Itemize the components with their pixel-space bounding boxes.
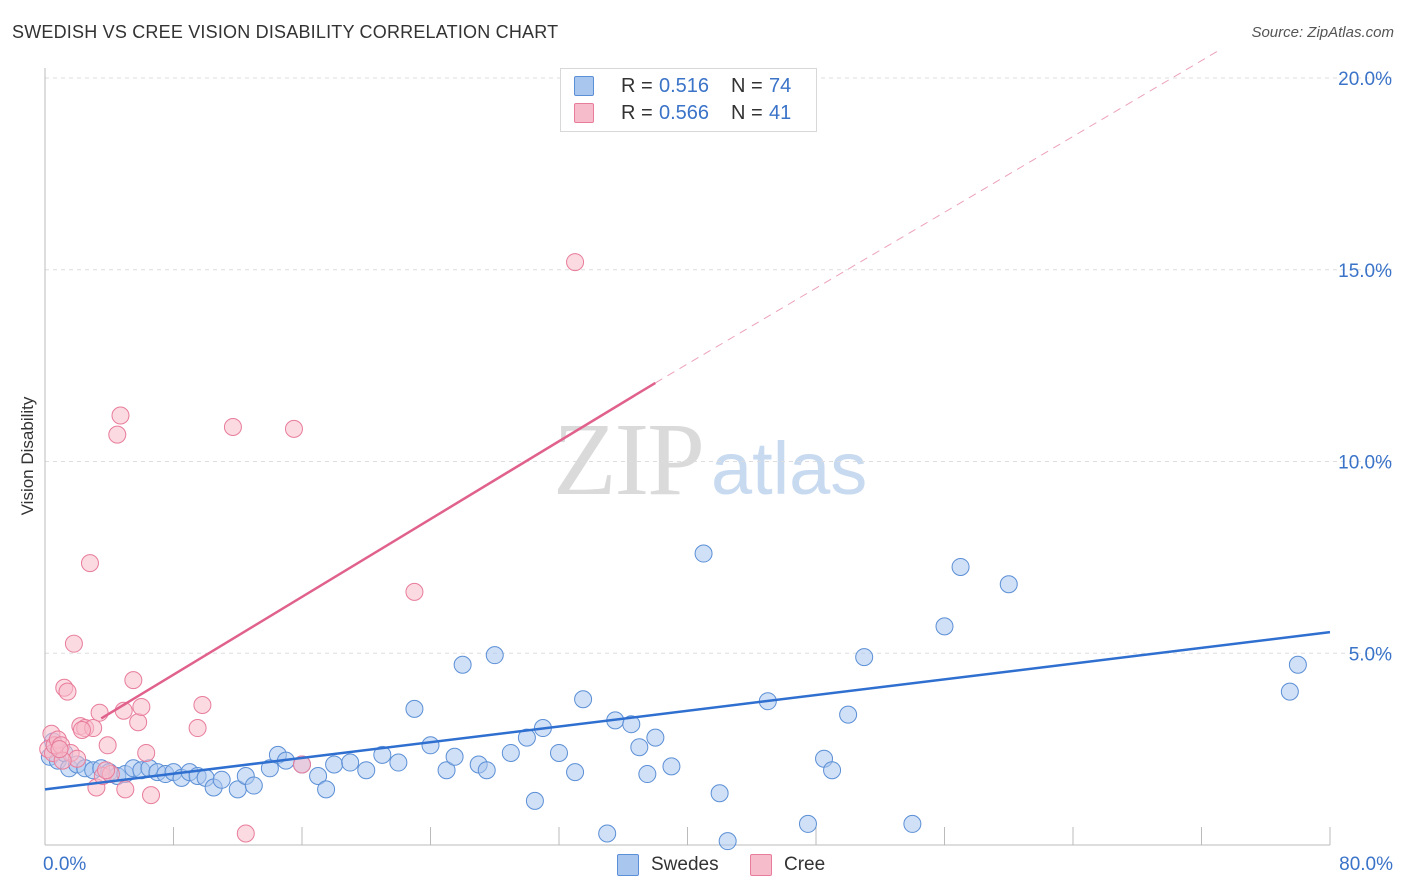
data-point-cree [566, 253, 585, 272]
y-tick-label: 15.0% [1338, 261, 1392, 282]
legend-swatch-swedes [617, 854, 639, 876]
cree-r-value: 0.566 [659, 101, 710, 124]
data-point-cree [124, 671, 143, 690]
watermark: ZIP atlas [553, 400, 867, 519]
data-point-swedes [421, 736, 440, 755]
data-point-swedes [1288, 655, 1307, 674]
data-point-cree [80, 554, 99, 573]
data-point-cree [111, 406, 130, 425]
swedes-n-value: 74 [769, 74, 792, 97]
x-tick-label: 80.0% [1339, 854, 1393, 875]
data-point-swedes [694, 544, 713, 563]
legend-label-swedes: Swedes [651, 854, 719, 875]
data-point-cree [50, 740, 69, 759]
data-point-swedes [935, 617, 954, 636]
data-point-swedes [646, 728, 665, 747]
data-point-swedes [517, 728, 536, 747]
data-point-swedes [951, 557, 970, 576]
data-point-swedes [622, 715, 641, 734]
data-point-swedes [550, 743, 568, 762]
data-point-cree [90, 703, 109, 722]
swedes-r-label: R = [621, 74, 653, 97]
cree-n-label: N = [731, 101, 763, 124]
data-point-cree [142, 786, 161, 805]
watermark-zip: ZIP [553, 402, 705, 517]
data-point-swedes [477, 761, 496, 780]
data-point-swedes [389, 753, 408, 772]
data-point-swedes [212, 770, 231, 789]
data-point-cree [108, 425, 127, 444]
legend-item-cree[interactable]: Cree [750, 852, 825, 878]
data-point-swedes [341, 753, 360, 772]
data-point-cree [137, 743, 156, 762]
x-tick-label: 0.0% [43, 854, 86, 875]
cree-swatch [574, 103, 594, 123]
data-point-swedes [638, 765, 657, 784]
trendline-cree-extension [655, 50, 1218, 384]
data-point-swedes [718, 832, 737, 851]
data-point-swedes [839, 705, 858, 724]
y-tick-label: 5.0% [1349, 644, 1392, 665]
data-point-swedes [574, 690, 593, 709]
data-point-cree [129, 713, 148, 732]
data-point-swedes [445, 747, 464, 766]
stats-legend: R = 0.516 N = 74 R = 0.566 N = 41 [560, 68, 817, 132]
data-point-cree [188, 719, 207, 738]
data-point-cree [98, 736, 117, 755]
data-point-cree [293, 755, 311, 774]
data-point-cree [405, 582, 424, 601]
swedes-r-value: 0.516 [659, 74, 710, 97]
data-point-swedes [855, 648, 874, 667]
data-point-swedes [309, 766, 328, 785]
data-point-cree [97, 761, 116, 780]
data-point-swedes [566, 763, 585, 782]
data-point-cree [193, 696, 212, 715]
data-point-swedes [662, 757, 681, 776]
data-point-swedes [501, 743, 520, 762]
data-point-swedes [710, 784, 729, 803]
legend-item-swedes[interactable]: Swedes [617, 852, 719, 878]
legend-label-cree: Cree [784, 854, 826, 875]
data-point-swedes [525, 791, 544, 810]
data-point-swedes [244, 776, 263, 795]
data-point-swedes [485, 646, 504, 665]
trendline-swedes [44, 630, 1331, 791]
swedes-n-label: N = [731, 74, 763, 97]
data-point-swedes [437, 761, 456, 780]
data-point-swedes [325, 755, 344, 774]
data-point-swedes [373, 745, 392, 764]
data-point-swedes [823, 761, 842, 780]
data-point-swedes [317, 780, 336, 799]
y-tick-label: 10.0% [1338, 453, 1392, 474]
data-point-swedes [453, 655, 472, 674]
data-point-swedes [405, 699, 424, 718]
data-point-swedes [798, 814, 817, 833]
data-point-cree [58, 682, 77, 701]
data-point-swedes [357, 761, 376, 780]
data-point-cree [64, 634, 83, 653]
watermark-atlas: atlas [711, 427, 868, 510]
data-point-cree [132, 697, 151, 716]
legend-swatch-cree [750, 854, 772, 876]
chart-source: Source: ZipAtlas.com [1251, 24, 1394, 41]
bottom-legend: Swedes Cree [0, 852, 1406, 878]
cree-n-value: 41 [769, 101, 792, 124]
data-point-cree [223, 417, 242, 436]
cree-r-label: R = [621, 101, 653, 124]
swedes-swatch [574, 76, 594, 96]
data-point-cree [116, 780, 135, 799]
trendline-cree [100, 381, 657, 720]
chart-title: SWEDISH VS CREE VISION DISABILITY CORREL… [12, 22, 559, 42]
y-tick-label: 20.0% [1338, 69, 1392, 90]
data-point-swedes [260, 759, 279, 778]
data-point-cree [236, 824, 255, 843]
data-point-swedes [1280, 682, 1299, 701]
data-point-swedes [598, 824, 617, 843]
data-point-cree [284, 419, 303, 438]
data-point-swedes [999, 575, 1018, 594]
data-point-swedes [903, 814, 922, 833]
data-point-swedes [630, 738, 649, 757]
data-point-cree [72, 720, 91, 739]
